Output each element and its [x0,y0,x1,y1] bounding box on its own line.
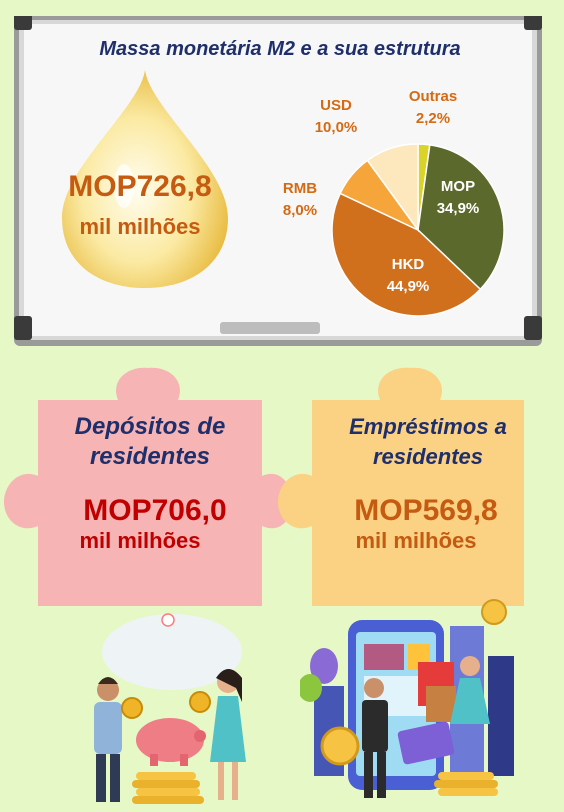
deposits-title: Depósitos de residentes [40,412,260,472]
marker-tray [220,322,320,334]
coin-icon [320,726,360,766]
pie-slice-hkd [331,192,482,317]
man-body [94,702,122,754]
thought-bubble [102,614,242,690]
pie-label-outras-name: Outras [408,88,458,105]
board-title: Massa monetária M2 e a sua estrutura [99,38,461,60]
pie-label-hkd-name: HKD [391,256,425,273]
pie-label-mop-value: 34,9% [436,200,480,217]
currency-pie-chart [331,143,505,317]
pie-label-rmb-name: RMB [282,180,318,197]
pie-label-mop: MOP 34,9% [428,176,488,220]
drop-icon [62,70,228,288]
loans-title: Empréstimos a residentes [318,412,538,472]
puzzle-icon [278,367,524,606]
deposits-title-line1: Depósitos de [74,413,226,440]
board-corner-br [524,316,542,340]
m2-total-unit: mil milhões [79,214,201,239]
pie-label-outras: Outras 2,2% [398,86,468,130]
loans-title-line1: Empréstimos a [349,414,507,439]
coin-icon [121,697,143,719]
loans-title-line2: residentes [372,444,484,469]
pie-label-usd-name: USD [320,97,352,114]
coin-icon [189,691,211,713]
pie-label-hkd: HKD 44,9% [378,254,438,298]
credit-card-icon [397,721,455,765]
shopping-bag-icon [426,686,456,722]
coin-icon [481,599,507,625]
pie-label-hkd-value: 44,9% [386,278,430,295]
piggy-bank-icon [136,718,204,762]
deposits-value: MOP706,0 [83,494,227,527]
deposits-title-line2: residentes [89,443,211,470]
pie-slice-usd [366,143,419,233]
pie-label-rmb: RMB 8,0% [272,178,328,222]
pie-label-mop-name: MOP [440,178,476,195]
puzzle-icon [4,367,290,606]
pie-label-usd-value: 10,0% [314,119,358,136]
pie-label-outras-value: 2,2% [415,110,451,127]
board-corner-bl [14,316,32,340]
loans-unit: mil milhões [355,528,477,553]
loan-illustration [300,599,514,798]
pie-label-usd: USD 10,0% [306,95,366,139]
woman-dress [210,696,246,762]
deposits-unit: mil milhões [79,528,201,553]
m2-total-value: MOP726,8 [68,170,212,203]
deposit-illustration [94,613,246,804]
loans-value: MOP569,8 [354,494,498,527]
yellow-puzzle-piece [278,367,524,606]
pie-slice-mop [417,143,505,291]
pie-label-rmb-value: 8,0% [282,202,318,219]
pink-puzzle-piece [4,367,290,606]
